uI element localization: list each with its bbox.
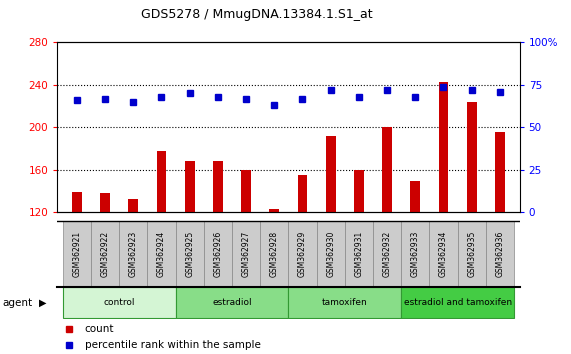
Text: GSM362925: GSM362925: [185, 231, 194, 277]
Text: tamoxifen: tamoxifen: [322, 298, 368, 307]
Bar: [354, 170, 364, 212]
Text: GSM362934: GSM362934: [439, 231, 448, 277]
Bar: [63, 221, 91, 287]
Bar: [401, 221, 429, 287]
Text: agent: agent: [3, 298, 33, 308]
Bar: [345, 221, 373, 287]
Bar: [184, 161, 195, 212]
Bar: [204, 221, 232, 287]
Bar: [288, 287, 401, 318]
Text: GSM362936: GSM362936: [496, 231, 504, 277]
Bar: [175, 287, 288, 318]
Text: estradiol and tamoxifen: estradiol and tamoxifen: [404, 298, 512, 307]
Bar: [100, 193, 110, 212]
Bar: [63, 287, 175, 318]
Bar: [288, 221, 316, 287]
Text: count: count: [85, 324, 114, 333]
Bar: [213, 161, 223, 212]
Bar: [495, 132, 505, 212]
Text: ▶: ▶: [39, 298, 46, 308]
Text: GDS5278 / MmugDNA.13384.1.S1_at: GDS5278 / MmugDNA.13384.1.S1_at: [141, 8, 373, 21]
Text: GSM362935: GSM362935: [467, 231, 476, 277]
Text: GSM362922: GSM362922: [100, 231, 110, 277]
Bar: [411, 181, 420, 212]
Bar: [232, 221, 260, 287]
Text: estradiol: estradiol: [212, 298, 252, 307]
Bar: [297, 175, 307, 212]
Bar: [260, 221, 288, 287]
Bar: [270, 209, 279, 212]
Bar: [156, 151, 166, 212]
Bar: [401, 287, 514, 318]
Text: GSM362930: GSM362930: [326, 231, 335, 277]
Bar: [72, 192, 82, 212]
Text: GSM362927: GSM362927: [242, 231, 251, 277]
Bar: [373, 221, 401, 287]
Text: GSM362921: GSM362921: [73, 231, 81, 277]
Bar: [325, 136, 336, 212]
Text: GSM362931: GSM362931: [355, 231, 363, 277]
Bar: [175, 221, 204, 287]
Text: control: control: [103, 298, 135, 307]
Text: percentile rank within the sample: percentile rank within the sample: [85, 340, 261, 350]
Text: GSM362929: GSM362929: [298, 231, 307, 277]
Bar: [241, 170, 251, 212]
Text: GSM362932: GSM362932: [383, 231, 392, 277]
Bar: [382, 127, 392, 212]
Text: GSM362928: GSM362928: [270, 231, 279, 277]
Bar: [439, 82, 448, 212]
Bar: [91, 221, 119, 287]
Bar: [316, 221, 345, 287]
Bar: [147, 221, 175, 287]
Bar: [429, 221, 457, 287]
Bar: [119, 221, 147, 287]
Bar: [467, 102, 477, 212]
Text: GSM362933: GSM362933: [411, 231, 420, 277]
Text: GSM362924: GSM362924: [157, 231, 166, 277]
Bar: [128, 199, 138, 212]
Bar: [486, 221, 514, 287]
Bar: [457, 221, 486, 287]
Text: GSM362923: GSM362923: [128, 231, 138, 277]
Text: GSM362926: GSM362926: [214, 231, 222, 277]
